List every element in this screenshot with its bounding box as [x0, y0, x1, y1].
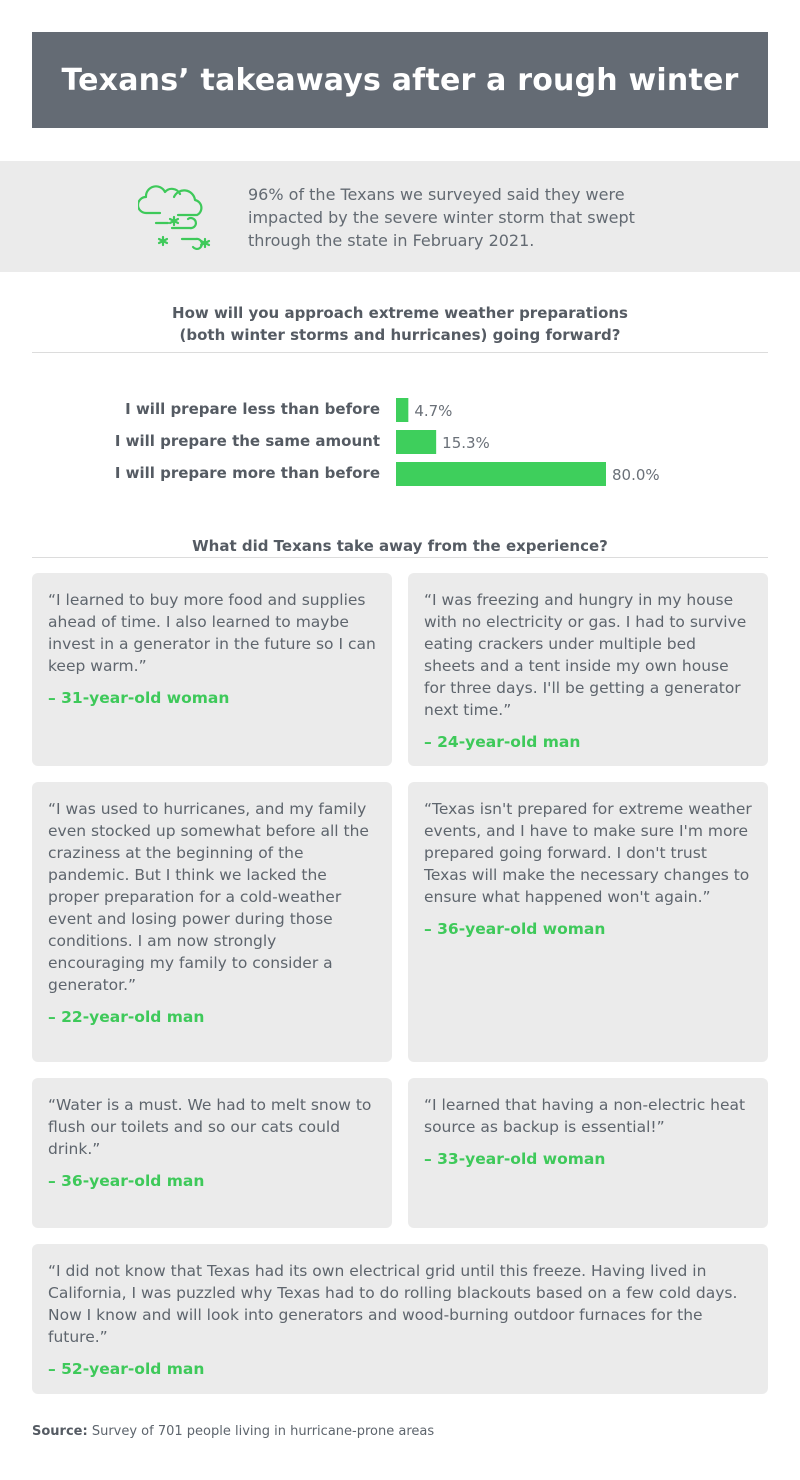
divider	[32, 557, 768, 558]
bar-value-label: 15.3%	[442, 434, 490, 452]
title-banner: Texans’ takeaways after a rough winter	[32, 32, 768, 128]
quote-author: – 52-year-old man	[48, 1360, 205, 1378]
winter-storm-icon	[138, 185, 211, 250]
bar	[396, 430, 437, 454]
quote-author: – 36-year-old woman	[424, 920, 606, 938]
quote-author: – 36-year-old man	[48, 1172, 205, 1190]
quote-card: “I learned that having a non-electric he…	[408, 1078, 768, 1228]
quote-card-wide: “I did not know that Texas had its own e…	[32, 1244, 768, 1394]
page-title: Texans’ takeaways after a rough winter	[61, 62, 739, 98]
divider	[32, 352, 768, 353]
quote-author: – 22-year-old man	[48, 1008, 205, 1026]
quote-card: “I was freezing and hungry in my house w…	[408, 573, 768, 766]
bar-category-label: I will prepare the same amount	[115, 432, 380, 450]
question-prepare-line2: (both winter storms and hurricanes) goin…	[179, 326, 621, 344]
quote-author: – 31-year-old woman	[48, 689, 230, 707]
source-text: Survey of 701 people living in hurricane…	[91, 1424, 435, 1439]
bar-value-label: 80.0%	[612, 466, 660, 484]
quote-text: “I did not know that Texas had its own e…	[48, 1262, 738, 1346]
quote-text: “Water is a must. We had to melt snow to…	[48, 1096, 372, 1158]
quote-card: “Water is a must. We had to melt snow to…	[32, 1078, 392, 1228]
intro-panel: 96% of the Texans we surveyed said they …	[0, 161, 800, 272]
source-label: Source:	[32, 1424, 88, 1439]
quote-text: “I was freezing and hungry in my house w…	[424, 591, 747, 719]
quote-text: “Texas isn't prepared for extreme weathe…	[424, 800, 752, 906]
bar	[396, 462, 606, 486]
source-note: Source: Survey of 701 people living in h…	[32, 1424, 434, 1439]
quote-author: – 24-year-old man	[424, 733, 581, 751]
bar-category-label: I will prepare more than before	[115, 464, 380, 482]
quote-text: “I learned that having a non-electric he…	[424, 1096, 746, 1136]
quote-card: “I learned to buy more food and supplies…	[32, 573, 392, 766]
quote-text: “I was used to hurricanes, and my family…	[48, 800, 369, 994]
bar-value-label: 4.7%	[414, 402, 452, 420]
bar	[396, 398, 409, 422]
question-prepare-line1: How will you approach extreme weather pr…	[172, 304, 628, 322]
quote-card: “Texas isn't prepared for extreme weathe…	[408, 782, 768, 1062]
bar-category-label: I will prepare less than before	[125, 400, 380, 418]
intro-text: 96% of the Texans we surveyed said they …	[248, 185, 635, 250]
question-takeaway: What did Texans take away from the exper…	[192, 537, 608, 555]
quote-author: – 33-year-old woman	[424, 1150, 606, 1168]
question-prepare: How will you approach extreme weather pr…	[0, 302, 800, 346]
quote-text: “I learned to buy more food and supplies…	[48, 591, 376, 675]
quote-card: “I was used to hurricanes, and my family…	[32, 782, 392, 1062]
preparation-bar-chart: I will prepare less than before 4.7% I wil…	[115, 398, 660, 486]
